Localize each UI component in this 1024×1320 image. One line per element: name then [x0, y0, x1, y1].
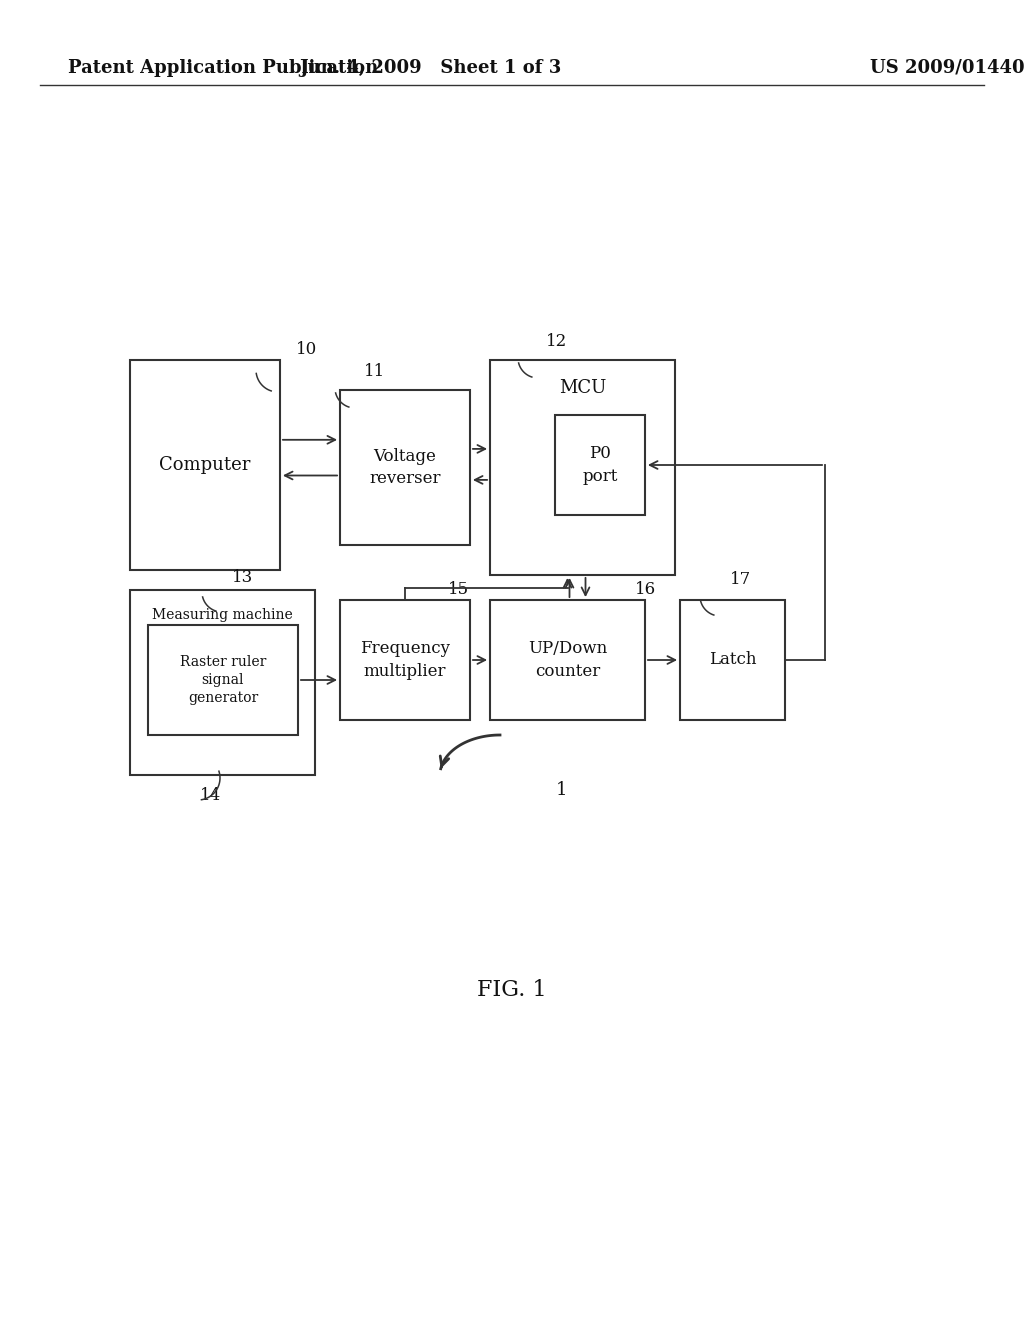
Text: 16: 16 — [635, 582, 656, 598]
Text: 17: 17 — [730, 572, 752, 589]
Bar — [340, 389, 470, 545]
Text: FIG. 1: FIG. 1 — [477, 979, 547, 1001]
Text: 1: 1 — [556, 781, 567, 799]
Text: 10: 10 — [296, 342, 317, 359]
Text: Raster ruler
signal
generator: Raster ruler signal generator — [180, 655, 266, 705]
Text: US 2009/0144018 A1: US 2009/0144018 A1 — [870, 59, 1024, 77]
Text: Measuring machine: Measuring machine — [153, 609, 293, 622]
Text: Voltage
reverser: Voltage reverser — [370, 447, 440, 487]
Text: 15: 15 — [449, 582, 469, 598]
Text: Patent Application Publication: Patent Application Publication — [68, 59, 378, 77]
Bar — [555, 414, 645, 515]
Text: 13: 13 — [232, 569, 253, 586]
Text: Latch: Latch — [709, 652, 757, 668]
Text: Computer: Computer — [160, 455, 251, 474]
Text: 14: 14 — [200, 787, 221, 804]
Bar — [490, 601, 645, 719]
Text: P0
port: P0 port — [583, 445, 617, 484]
Bar — [680, 601, 785, 719]
Text: Jun. 4, 2009   Sheet 1 of 3: Jun. 4, 2009 Sheet 1 of 3 — [299, 59, 561, 77]
Text: UP/Down
counter: UP/Down counter — [528, 640, 607, 680]
Text: Frequency
multiplier: Frequency multiplier — [360, 640, 450, 680]
Bar — [490, 360, 675, 576]
Bar — [340, 601, 470, 719]
Text: MCU: MCU — [559, 379, 606, 397]
Bar — [130, 590, 315, 775]
Text: 12: 12 — [546, 334, 567, 351]
Bar — [130, 360, 280, 570]
Bar — [148, 624, 298, 735]
Text: 11: 11 — [364, 363, 385, 380]
